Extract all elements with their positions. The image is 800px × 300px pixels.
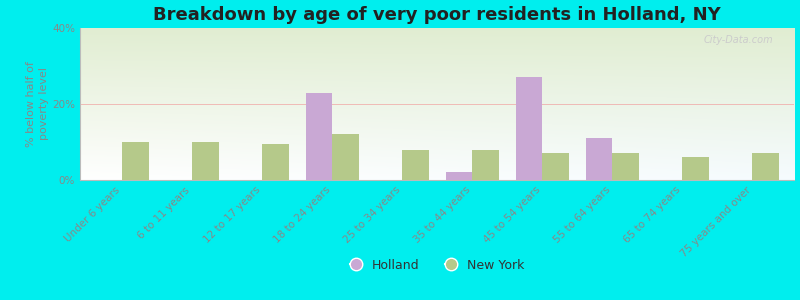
Bar bbox=[516, 77, 542, 180]
Text: City-Data.com: City-Data.com bbox=[703, 35, 773, 46]
Y-axis label: % below half of
poverty level: % below half of poverty level bbox=[26, 61, 50, 147]
Bar bbox=[542, 153, 569, 180]
Bar bbox=[446, 172, 472, 180]
Bar bbox=[612, 153, 639, 180]
Title: Breakdown by age of very poor residents in Holland, NY: Breakdown by age of very poor residents … bbox=[154, 6, 721, 24]
Bar bbox=[332, 134, 358, 180]
Bar bbox=[262, 144, 289, 180]
Bar bbox=[402, 150, 429, 180]
Bar bbox=[586, 138, 612, 180]
Bar bbox=[472, 150, 499, 180]
Bar bbox=[753, 153, 779, 180]
Bar bbox=[122, 142, 149, 180]
Bar bbox=[192, 142, 218, 180]
Bar bbox=[306, 92, 332, 180]
Bar bbox=[682, 157, 709, 180]
Legend: Holland, New York: Holland, New York bbox=[345, 254, 530, 277]
